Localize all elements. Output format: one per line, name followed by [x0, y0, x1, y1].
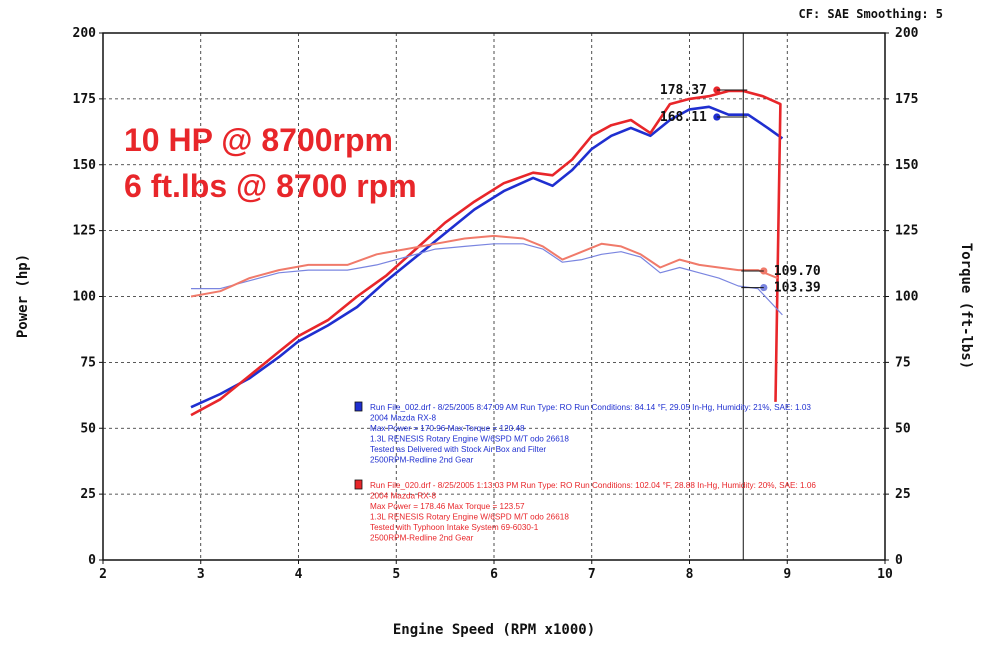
y-tick-label-right: 75	[895, 355, 911, 370]
series-line-run-020-power	[190, 89, 782, 417]
x-tick-label: 9	[783, 567, 791, 582]
x-axis-title: Engine Speed (RPM x1000)	[393, 622, 595, 638]
grid-lines	[103, 33, 885, 560]
y-tick-label-left: 25	[80, 487, 96, 502]
y-tick-label-left: 175	[73, 92, 96, 107]
series-line-run-002-power	[190, 105, 784, 409]
y-axis-left-title: Power (hp)	[15, 254, 31, 338]
x-tick-label: 10	[877, 567, 893, 582]
legend-line: Tested with Typhoon Intake System 69-603…	[370, 523, 539, 532]
y-tick-label-right: 125	[895, 224, 918, 239]
legend-line: Max Power = 170.96 Max Torque = 120.48	[370, 424, 525, 433]
y-tick-label-left: 200	[73, 26, 97, 41]
y-tick-label-right: 100	[895, 290, 919, 305]
callout-marker	[760, 267, 768, 275]
legend-line: 2500RPM-Redline 2nd Gear	[370, 456, 474, 465]
headline-torque-gain: 6 ft.lbs @ 8700 rpm	[124, 168, 417, 204]
x-tick-label: 8	[686, 567, 694, 582]
legend-line: Run File_020.drf - 8/25/2005 1:13:03 PM …	[370, 481, 816, 490]
legend-line: Tested as Delivered with Stock Air Box a…	[370, 445, 546, 454]
y-tick-label-left: 0	[88, 553, 96, 568]
legend-line: Run File_002.drf - 8/25/2005 8:47:09 AM …	[370, 403, 811, 412]
legend-line: 1.3L RENESIS Rotary Engine W/6SPD M/T od…	[370, 435, 569, 444]
x-tick-label: 4	[295, 567, 303, 582]
headline-hp-gain: 10 HP @ 8700rpm	[124, 122, 393, 158]
legend-line: 2004 Mazda RX-8	[370, 492, 436, 501]
callout-value: 168.11	[660, 110, 707, 125]
series-line-run-020-torque	[190, 234, 778, 298]
x-tick-label: 2	[99, 567, 107, 582]
y-axis-right-title: Torque (ft-lbs)	[958, 243, 974, 369]
y-tick-label-right: 50	[895, 421, 911, 436]
callout-marker	[760, 283, 768, 292]
y-tick-label-right: 175	[895, 92, 918, 107]
y-tick-label-right: 25	[895, 487, 911, 502]
x-tick-label: 3	[197, 567, 205, 582]
value-callouts: 178.37 168.11 109.70 103.39	[660, 83, 821, 296]
callout-value: 103.39	[774, 281, 821, 296]
x-tick-label: 5	[392, 567, 400, 582]
run-legend: Run File_002.drf - 8/25/2005 8:47:09 AM …	[354, 401, 816, 543]
y-tick-label-left: 50	[80, 421, 96, 436]
x-tick-label: 7	[588, 567, 596, 582]
legend-swatch	[354, 479, 363, 490]
y-tick-label-left: 75	[80, 355, 96, 370]
y-tick-label-right: 0	[895, 553, 903, 568]
x-tick-label: 6	[490, 567, 498, 582]
y-tick-label-left: 125	[73, 224, 96, 239]
y-tick-label-right: 150	[895, 158, 919, 173]
legend-line: Max Power = 178.46 Max Torque = 123.57	[370, 502, 525, 511]
series-line-run-002-torque	[191, 243, 783, 316]
legend-swatch	[354, 401, 363, 412]
series-layer	[190, 89, 784, 417]
y-tick-label-left: 150	[73, 158, 97, 173]
y-tick-label-right: 200	[895, 26, 919, 41]
cf-smoothing-label: CF: SAE Smoothing: 5	[799, 7, 944, 21]
legend-line: 1.3L RENESIS Rotary Engine W/6SPD M/T od…	[370, 513, 569, 522]
callout-value: 178.37	[660, 83, 707, 98]
callout-value: 109.70	[774, 264, 821, 279]
y-tick-label-left: 100	[73, 290, 97, 305]
legend-line: 2500RPM-Redline 2nd Gear	[370, 534, 474, 543]
legend-line: 2004 Mazda RX-8	[370, 414, 436, 423]
